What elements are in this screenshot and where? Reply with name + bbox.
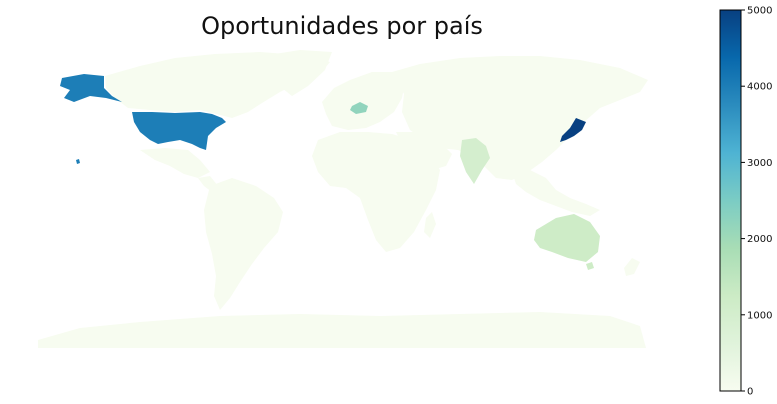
continent-asia <box>392 56 648 180</box>
continent-europe <box>322 72 405 130</box>
country-madagascar <box>424 212 436 238</box>
country-austria <box>350 102 368 114</box>
country-japan <box>560 118 586 142</box>
colorbar-tick-label: 5000 <box>747 6 772 17</box>
colorbar-ticks: 0 1000 2000 3000 4000 5000 <box>741 6 772 398</box>
world-map <box>38 50 648 348</box>
continent-south-america <box>204 178 283 310</box>
region-southeast-asia <box>512 170 600 216</box>
country-united-states-alaska <box>60 74 122 102</box>
colorbar: 0 1000 2000 3000 4000 5000 <box>719 6 772 398</box>
colorbar-tick-label: 4000 <box>747 82 772 93</box>
country-united-states <box>132 112 226 150</box>
country-australia-tasmania <box>586 262 594 270</box>
colorbar-tick-label: 0 <box>747 387 753 398</box>
colorbar-gradient <box>719 9 742 392</box>
country-mexico <box>140 148 210 178</box>
country-uk <box>328 90 338 106</box>
country-greenland <box>262 50 332 96</box>
continent-africa <box>312 132 440 252</box>
country-new-zealand <box>624 258 640 276</box>
colorbar-tick-label: 1000 <box>747 310 772 321</box>
country-australia <box>534 214 600 262</box>
colorbar-tick-label: 2000 <box>747 234 772 245</box>
country-united-states-hawaii <box>76 159 80 164</box>
region-middle-east <box>396 132 452 170</box>
country-india <box>460 138 490 184</box>
chart-title: Oportunidades por país <box>201 12 483 40</box>
colorbar-tick-label: 3000 <box>747 158 772 169</box>
continent-antarctica <box>38 312 646 348</box>
